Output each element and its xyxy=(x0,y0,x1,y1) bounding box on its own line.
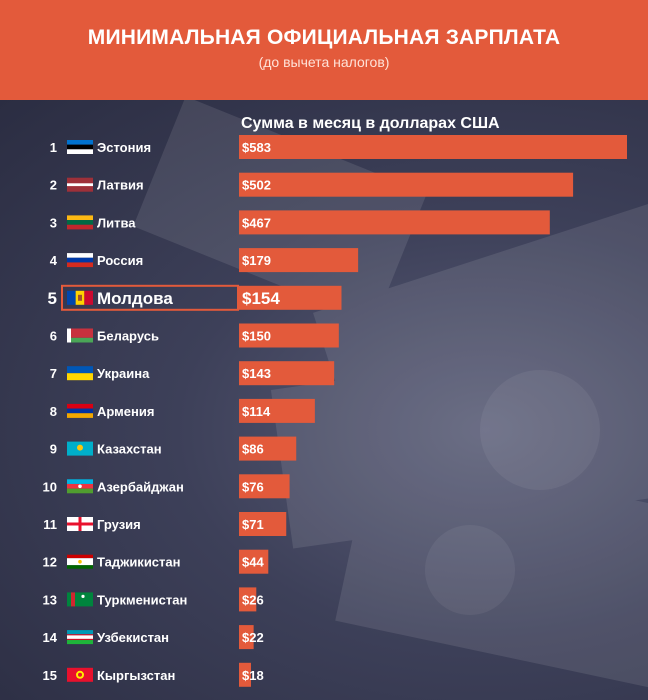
category-label: Беларусь xyxy=(97,329,159,344)
category-label: Эстония xyxy=(97,140,151,155)
category-label: Армения xyxy=(97,404,154,419)
value-label: $71 xyxy=(242,517,264,532)
highlight-frame xyxy=(61,284,239,311)
chart-row: 9 Казахстан $86 xyxy=(50,436,297,461)
value-label: $26 xyxy=(242,592,264,607)
rank-label: 14 xyxy=(43,630,58,645)
chart-row: 11 Грузия $71 xyxy=(43,512,287,536)
latvia-flag-icon xyxy=(67,177,93,192)
bar xyxy=(239,172,574,197)
bar xyxy=(239,625,254,650)
bar xyxy=(239,135,627,159)
bar xyxy=(239,285,342,310)
category-label: Украина xyxy=(97,366,150,381)
estonia-flag-icon xyxy=(67,140,93,154)
category-label: Азербайджан xyxy=(97,479,184,494)
rank-label: 13 xyxy=(43,592,57,607)
chart-row: 2 Латвия $502 xyxy=(50,172,574,197)
rank-label: 1 xyxy=(50,140,57,155)
russia-flag-icon xyxy=(67,253,93,268)
rank-label: 11 xyxy=(43,517,57,532)
rank-label: 9 xyxy=(50,442,57,457)
turkmenistan-flag-icon xyxy=(67,592,93,607)
chart-row: 12 Таджикистан $44 xyxy=(43,549,269,574)
category-label: Молдова xyxy=(97,289,173,308)
bar xyxy=(239,474,290,499)
moldova-flag-icon xyxy=(67,290,93,305)
rank-label: 7 xyxy=(50,366,57,381)
category-label: Грузия xyxy=(97,517,141,532)
rank-label: 8 xyxy=(50,404,57,419)
value-label: $150 xyxy=(242,329,271,344)
tajikistan-flag-icon xyxy=(67,554,93,569)
azerbaijan-flag-icon xyxy=(67,479,93,494)
rank-label: 3 xyxy=(50,215,57,230)
bar xyxy=(239,549,269,574)
value-label: $22 xyxy=(242,630,264,645)
chart-subtitle: (до вычета налогов) xyxy=(258,54,390,70)
value-label: $143 xyxy=(242,366,271,381)
chart-row: 10 Азербайджан $76 xyxy=(43,474,290,499)
rank-label: 5 xyxy=(48,289,57,308)
bar xyxy=(239,323,339,348)
category-label: Россия xyxy=(97,253,143,268)
category-label: Латвия xyxy=(97,178,144,193)
bar xyxy=(239,361,335,386)
ukraine-flag-icon xyxy=(67,366,93,381)
rank-label: 2 xyxy=(50,178,57,193)
chart-row: 5 Молдова $154 xyxy=(48,284,342,311)
bar xyxy=(239,512,287,536)
kyrgyzstan-flag-icon xyxy=(67,667,93,682)
belarus-flag-icon xyxy=(67,328,93,343)
rank-label: 6 xyxy=(50,329,57,344)
category-label: Таджикистан xyxy=(97,555,180,570)
chart-row: 14 Узбекистан $22 xyxy=(43,625,264,650)
value-label: $154 xyxy=(242,289,280,308)
bar xyxy=(239,398,315,423)
chart-row: 3 Литва $467 xyxy=(50,210,550,235)
chart-title: МИНИМАЛЬНАЯ ОФИЦИАЛЬНАЯ ЗАРПЛАТА xyxy=(87,26,561,49)
chart-row: 8 Армения $114 xyxy=(50,398,315,423)
rank-label: 12 xyxy=(43,555,57,570)
lithuania-flag-icon xyxy=(67,215,93,230)
georgia-flag-icon xyxy=(67,517,93,531)
value-label: $44 xyxy=(242,555,264,570)
category-label: Литва xyxy=(97,215,136,230)
axis-title: Сумма в месяц в долларах США xyxy=(241,115,500,132)
value-label: $179 xyxy=(242,253,271,268)
bar xyxy=(239,662,251,687)
bar xyxy=(239,210,550,235)
uzbekistan-flag-icon xyxy=(67,630,93,645)
chart-panel: Сумма в месяц в долларах США 1 Эстония $58… xyxy=(0,100,648,700)
chart-row: 15 Кыргызстан $18 xyxy=(43,662,264,687)
value-label: $76 xyxy=(242,479,264,494)
category-label: Казахстан xyxy=(97,442,162,457)
chart-rows: 1 Эстония $583 2 Латвия $502 3 Литва $467 4 Россия… xyxy=(43,135,627,687)
rank-label: 4 xyxy=(50,253,58,268)
value-label: $502 xyxy=(242,178,271,193)
chart-row: 7 Украина $143 xyxy=(50,361,335,386)
category-label: Кыргызстан xyxy=(97,668,175,683)
value-label: $114 xyxy=(242,404,271,419)
chart-row: 6 Беларусь $150 xyxy=(50,323,339,348)
header-banner: МИНИМАЛЬНАЯ ОФИЦИАЛЬНАЯ ЗАРПЛАТА (до выч… xyxy=(0,0,648,100)
category-label: Туркменистан xyxy=(97,592,187,607)
value-label: $467 xyxy=(242,215,271,230)
chart-row: 4 Россия $179 xyxy=(50,248,359,273)
chart-row: 1 Эстония $583 xyxy=(50,135,627,159)
rank-label: 15 xyxy=(43,668,57,683)
bar xyxy=(239,587,257,612)
chart-row: 13 Туркменистан $26 xyxy=(43,587,264,612)
value-label: $583 xyxy=(242,140,271,155)
rank-label: 10 xyxy=(43,479,57,494)
armenia-flag-icon xyxy=(67,403,93,418)
value-label: $18 xyxy=(242,668,264,683)
bar xyxy=(239,248,359,273)
bar xyxy=(239,436,297,461)
value-label: $86 xyxy=(242,442,264,457)
kazakhstan-flag-icon xyxy=(67,441,93,456)
bar-chart: Сумма в месяц в долларах США 1 Эстония $58… xyxy=(43,115,627,687)
category-label: Узбекистан xyxy=(97,630,169,645)
